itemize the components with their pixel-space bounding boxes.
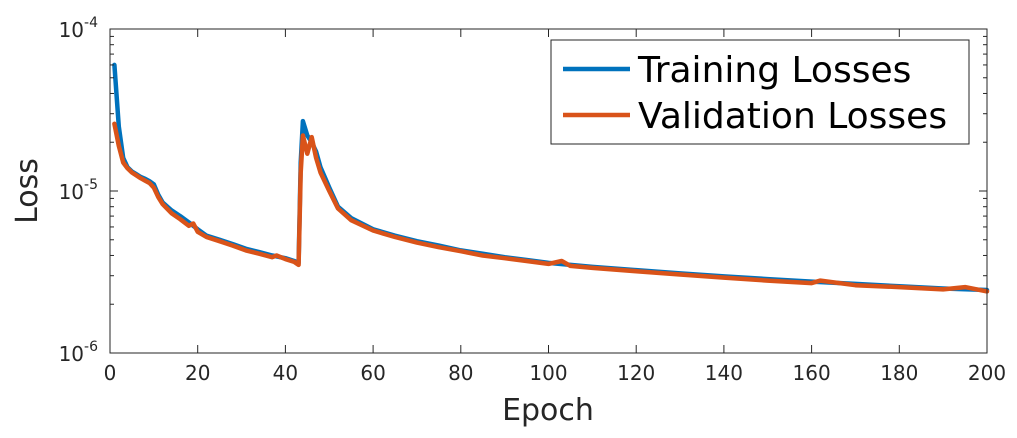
- x-ticks: 0 20 40 60 80 100 120 140 160 180 200: [104, 29, 1006, 385]
- legend-label: Training Losses: [637, 50, 911, 91]
- x-tick-label: 20: [185, 361, 210, 385]
- x-tick-label: 0: [104, 361, 117, 385]
- x-tick-label: 80: [448, 361, 473, 385]
- x-tick-label: 160: [793, 361, 831, 385]
- x-tick-label: 180: [880, 361, 918, 385]
- x-tick-label: 200: [968, 361, 1006, 385]
- x-tick-label: 60: [360, 361, 385, 385]
- y-axis-label: Loss: [10, 158, 45, 224]
- legend-label: Validation Losses: [638, 96, 947, 137]
- series-group: [112, 62, 990, 294]
- y-ticks: 10-6 10-5 10-4: [59, 15, 987, 366]
- series-line-2: [112, 121, 990, 294]
- y-tick-label: 10-4: [59, 15, 99, 42]
- legend-box: [550, 39, 970, 145]
- x-axis-label: Epoch: [502, 393, 594, 428]
- y-tick-label: 10-5: [59, 177, 98, 204]
- x-tick-label: 40: [273, 361, 298, 385]
- y-tick-label: 10-6: [59, 339, 99, 366]
- x-tick-label: 140: [705, 361, 743, 385]
- legend: Training Losses Validation Losses: [550, 39, 970, 145]
- x-tick-label: 120: [617, 361, 655, 385]
- x-tick-label: 100: [529, 361, 567, 385]
